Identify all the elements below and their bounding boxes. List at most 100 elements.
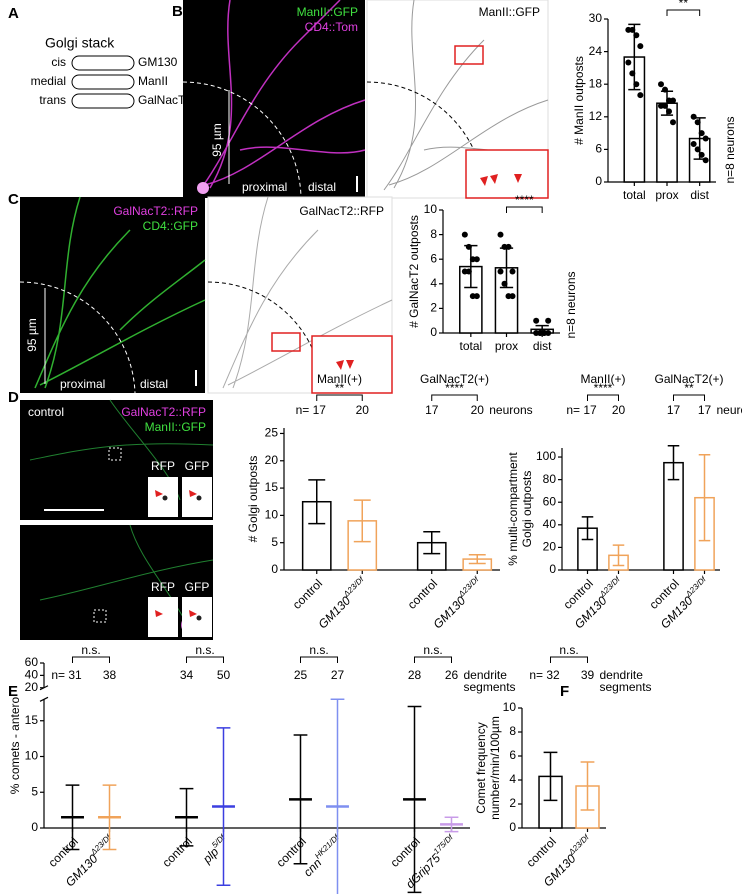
category-name: GM130 [63, 852, 101, 890]
scale-label: 95 µm [25, 318, 39, 352]
data-point [670, 97, 676, 104]
significance-bracket [316, 394, 363, 401]
significance-bracket [666, 9, 701, 16]
y-tick-label: 15 [265, 480, 279, 494]
n-label: 17 [698, 403, 712, 417]
y-axis-label: number/min/100µm [488, 716, 502, 820]
data-point [637, 92, 644, 99]
n-label: 17 [425, 403, 439, 417]
y-tick-label: 6 [430, 251, 437, 265]
y-tick-label: 100 [536, 449, 556, 463]
x-tick-label: total [623, 188, 646, 202]
data-point [541, 330, 548, 336]
data-point [658, 81, 664, 88]
channel-label: GalNacT2::RFP [299, 204, 384, 218]
cisterna [71, 74, 135, 90]
data-point [497, 231, 504, 238]
y-tick-label: 2 [430, 301, 437, 315]
significance-label: **** [594, 381, 613, 395]
inset-label: RFP [151, 580, 175, 594]
data-point [505, 243, 512, 250]
y-axis-label: # Golgi outposts [246, 456, 260, 543]
significance-label: ** [335, 381, 345, 395]
data-point [702, 135, 709, 142]
error-bar [612, 544, 625, 567]
y-axis-label: Golgi outposts [520, 471, 534, 548]
y-tick-label: 80 [543, 472, 557, 486]
category-sup: 175/Df [432, 832, 456, 856]
diagram-title: Golgi stack [45, 35, 115, 51]
y-tick-label: 0 [509, 820, 516, 834]
x-tick-label: cnnHK21/Df [299, 832, 346, 879]
y-tick-label: 5 [31, 784, 38, 798]
n-note: n=8 neurons [564, 271, 578, 338]
error-bar [468, 553, 486, 565]
level-name: cis [51, 55, 66, 69]
x-tick-label: control [387, 834, 422, 869]
x-tick-label: control [523, 834, 558, 869]
significance-bracket [414, 656, 452, 663]
n-label: 20 [471, 403, 485, 417]
data-point [662, 102, 668, 109]
data-point [509, 268, 516, 275]
significance-label: n.s. [81, 643, 100, 657]
x-tick-label: control [405, 576, 440, 611]
data-point [694, 146, 701, 153]
marker-name: ManII [138, 74, 168, 88]
y-tick-label: 6 [509, 748, 516, 762]
y-tick-label: 24 [589, 44, 603, 58]
level-name: trans [39, 93, 66, 107]
panel-label: A [8, 5, 19, 22]
significance-label: n.s. [195, 643, 214, 657]
y-tick-label: 18 [589, 76, 603, 90]
n-note: n=8 neurons [723, 116, 737, 183]
n-label: 39 [581, 668, 595, 682]
group-label: GalNacT2(+) [654, 372, 723, 386]
channel-label: GalNacT2::RFP [121, 405, 206, 419]
y-tick-label: 10 [424, 202, 438, 216]
x-tick-label: prox [655, 188, 678, 202]
group-label: ManII(+) [317, 372, 362, 386]
n-label: 50 [217, 668, 231, 682]
error-bar [65, 784, 80, 851]
data-point [662, 86, 668, 93]
n-label: 26 [445, 668, 459, 682]
panel-label: F [560, 683, 569, 700]
category-sup: Δ23/Df [566, 832, 591, 857]
y-tick-label: 40 [25, 668, 39, 682]
category-sup: Δ23/Df [341, 574, 366, 599]
micrograph: 95 µm proximal distal ManII::GFP CD4::To… [182, 0, 549, 199]
y-tick-label: 8 [509, 724, 516, 738]
y-tick-label: 15 [25, 713, 39, 727]
data-point [473, 293, 480, 300]
condition-label: control [28, 405, 64, 419]
y-axis-label: # ManII outposts [572, 56, 586, 145]
scale-label: 95 µm [210, 123, 224, 157]
y-tick-label: 10 [503, 700, 517, 714]
y-tick-label: 20 [25, 680, 39, 694]
channel-label: ManII::GFP [479, 5, 540, 19]
data-point [690, 140, 697, 147]
y-tick-label: 8 [430, 227, 437, 241]
n-label: 25 [294, 668, 308, 682]
x-tick-label: GM130Δ23/Df [429, 574, 486, 631]
data-point [501, 280, 508, 287]
micrograph: control GalNacT2::RFP ManII::GFP RFP GFP… [20, 399, 214, 640]
y-tick-label: 60 [543, 494, 557, 508]
golgi-diagram: Golgi stack cis medial trans GM130 ManII… [31, 35, 192, 109]
region-label: distal [308, 180, 336, 194]
marker-name: GM130 [138, 55, 178, 69]
marker-name: GalNacT2 [138, 93, 192, 107]
n-label: neurons [489, 403, 532, 417]
significance-bracket [431, 394, 478, 401]
data-point [633, 81, 640, 88]
panel-label: E [8, 683, 18, 700]
x-tick-label: GM130Δ23/Df [314, 574, 371, 631]
data-point [465, 268, 472, 275]
x-tick-label: control [273, 834, 308, 869]
data-point [497, 268, 504, 275]
x-tick-label: dist [690, 188, 709, 202]
y-tick-label: 0 [430, 325, 437, 339]
significance-label: n.s. [309, 643, 328, 657]
data-point [698, 151, 705, 158]
